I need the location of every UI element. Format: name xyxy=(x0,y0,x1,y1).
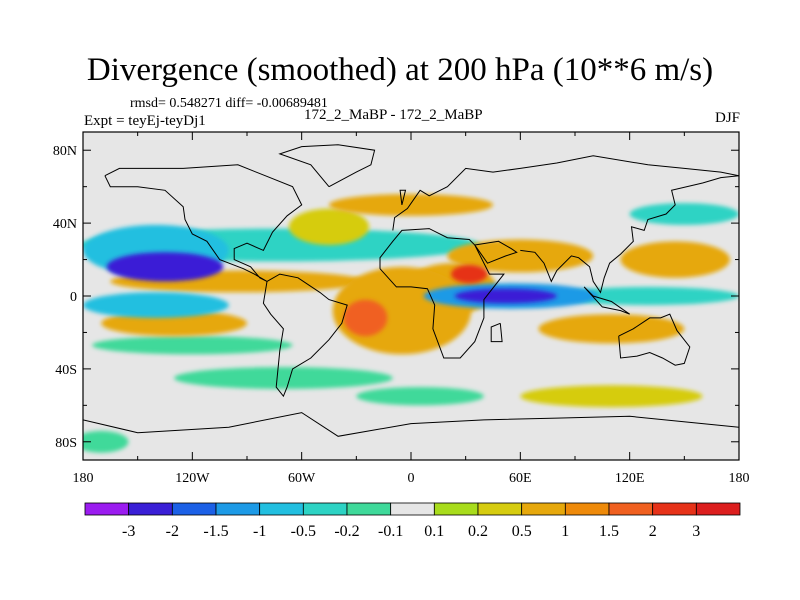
divergence-region-23 xyxy=(629,203,739,225)
coastline-segment-1 xyxy=(262,273,348,398)
colorbar-swatch-7 xyxy=(390,502,435,516)
colorbar-swatch-5 xyxy=(302,502,348,516)
colorbar-swatch-3 xyxy=(215,502,261,516)
colorbar-swatch-8 xyxy=(433,502,479,516)
colorbar-label: 1 xyxy=(561,523,569,540)
coastline-outline xyxy=(83,144,739,437)
colorbar-swatch-1 xyxy=(128,502,173,516)
colorbar-label: -0.1 xyxy=(378,523,403,540)
colorbar-label: -1 xyxy=(253,523,266,540)
colorbar: -3 -2 -1.5 -1 -0.5 -0.2 -0.1 0.1 0.2 0.5 1 1.5 2 3 xyxy=(84,502,741,540)
colorbar-swatch-14 xyxy=(695,502,741,516)
colorbar-label: 2 xyxy=(649,523,657,540)
x-tick-label: 120E xyxy=(615,471,645,486)
y-tick-label: 80S xyxy=(55,436,77,451)
divergence-region-12 xyxy=(556,286,739,306)
divergence-region-17 xyxy=(538,314,685,344)
colorbar-label: 0.1 xyxy=(424,523,444,540)
coastline-segment-6 xyxy=(520,175,739,294)
divergence-region-20 xyxy=(520,385,703,408)
experiment-label: Expt = teyEj-teyDj1 xyxy=(84,113,206,129)
run-comparison-label: 172_2_MaBP - 172_2_MaBP xyxy=(304,107,483,123)
divergence-region-8 xyxy=(343,299,388,337)
x-tick-label: 60W xyxy=(288,471,316,486)
coastline-segment-0 xyxy=(104,164,303,282)
colorbar-swatch-6 xyxy=(346,502,392,516)
colorbar-swatch-9 xyxy=(477,502,523,516)
coastline-segment-9 xyxy=(583,286,630,315)
divergence-region-15 xyxy=(288,208,370,245)
colorbar-swatch-4 xyxy=(259,502,304,516)
divergence-region-1 xyxy=(106,252,224,282)
colorbar-label: -0.2 xyxy=(334,523,359,540)
rmsd-diff-stats: rmsd= 0.548271 diff= -0.00689481 xyxy=(130,96,328,111)
y-tick-label: 40S xyxy=(55,363,77,378)
colorbar-label: 1.5 xyxy=(599,523,619,540)
colorbar-swatch-12 xyxy=(608,502,654,516)
colorbar-swatch-10 xyxy=(521,502,566,516)
y-tick-label: 0 xyxy=(70,290,77,305)
colorbar-label: -3 xyxy=(122,523,135,540)
x-tick-label: 180 xyxy=(729,471,750,486)
x-tick-label: 60E xyxy=(509,471,532,486)
colorbar-label: -2 xyxy=(166,523,179,540)
colorbar-label: -0.5 xyxy=(291,523,316,540)
x-tick-label: 180 xyxy=(73,471,94,486)
x-axis: 180 120W 60W 0 60E 120E 180 xyxy=(73,132,750,486)
chart-title: Divergence (smoothed) at 200 hPa (10**6 … xyxy=(86,52,714,88)
divergence-region-11 xyxy=(454,288,557,304)
coastline-segment-2 xyxy=(278,144,376,188)
divergence-region-4 xyxy=(83,292,229,318)
coastline-segment-4 xyxy=(379,228,505,359)
colorbar-label: -1.5 xyxy=(203,523,228,540)
divergence-region-21 xyxy=(83,430,129,453)
divergence-region-6 xyxy=(92,336,293,355)
colorbar-swatch-0 xyxy=(84,502,130,516)
coastline-segment-10 xyxy=(490,322,503,343)
colorbar-swatch-2 xyxy=(171,502,217,516)
colorbar-label: 0.5 xyxy=(512,523,532,540)
divergence-region-22 xyxy=(329,194,493,216)
colorbar-swatch-13 xyxy=(652,502,697,516)
coastline-segment-5 xyxy=(474,240,518,264)
colorbar-label: 0.2 xyxy=(468,523,488,540)
x-tick-label: 120W xyxy=(175,471,210,486)
divergence-region-16 xyxy=(620,241,730,278)
colorbar-swatch-11 xyxy=(564,502,610,516)
divergence-region-14 xyxy=(451,265,488,284)
divergence-region-19 xyxy=(356,387,484,406)
coastline-segment-3 xyxy=(392,155,739,231)
colorbar-label: 3 xyxy=(692,523,700,540)
coastline-segment-7 xyxy=(618,313,691,366)
divergence-field xyxy=(83,194,739,453)
y-axis: 80N 40N 0 40S 80S xyxy=(53,144,739,451)
divergence-region-18 xyxy=(174,367,393,389)
coastline-segment-11 xyxy=(399,189,407,206)
x-tick-label: 0 xyxy=(408,471,415,486)
y-tick-label: 80N xyxy=(53,144,77,159)
y-tick-label: 40N xyxy=(53,217,77,232)
season-label: DJF xyxy=(714,110,740,126)
coastline-segment-8 xyxy=(83,412,739,437)
